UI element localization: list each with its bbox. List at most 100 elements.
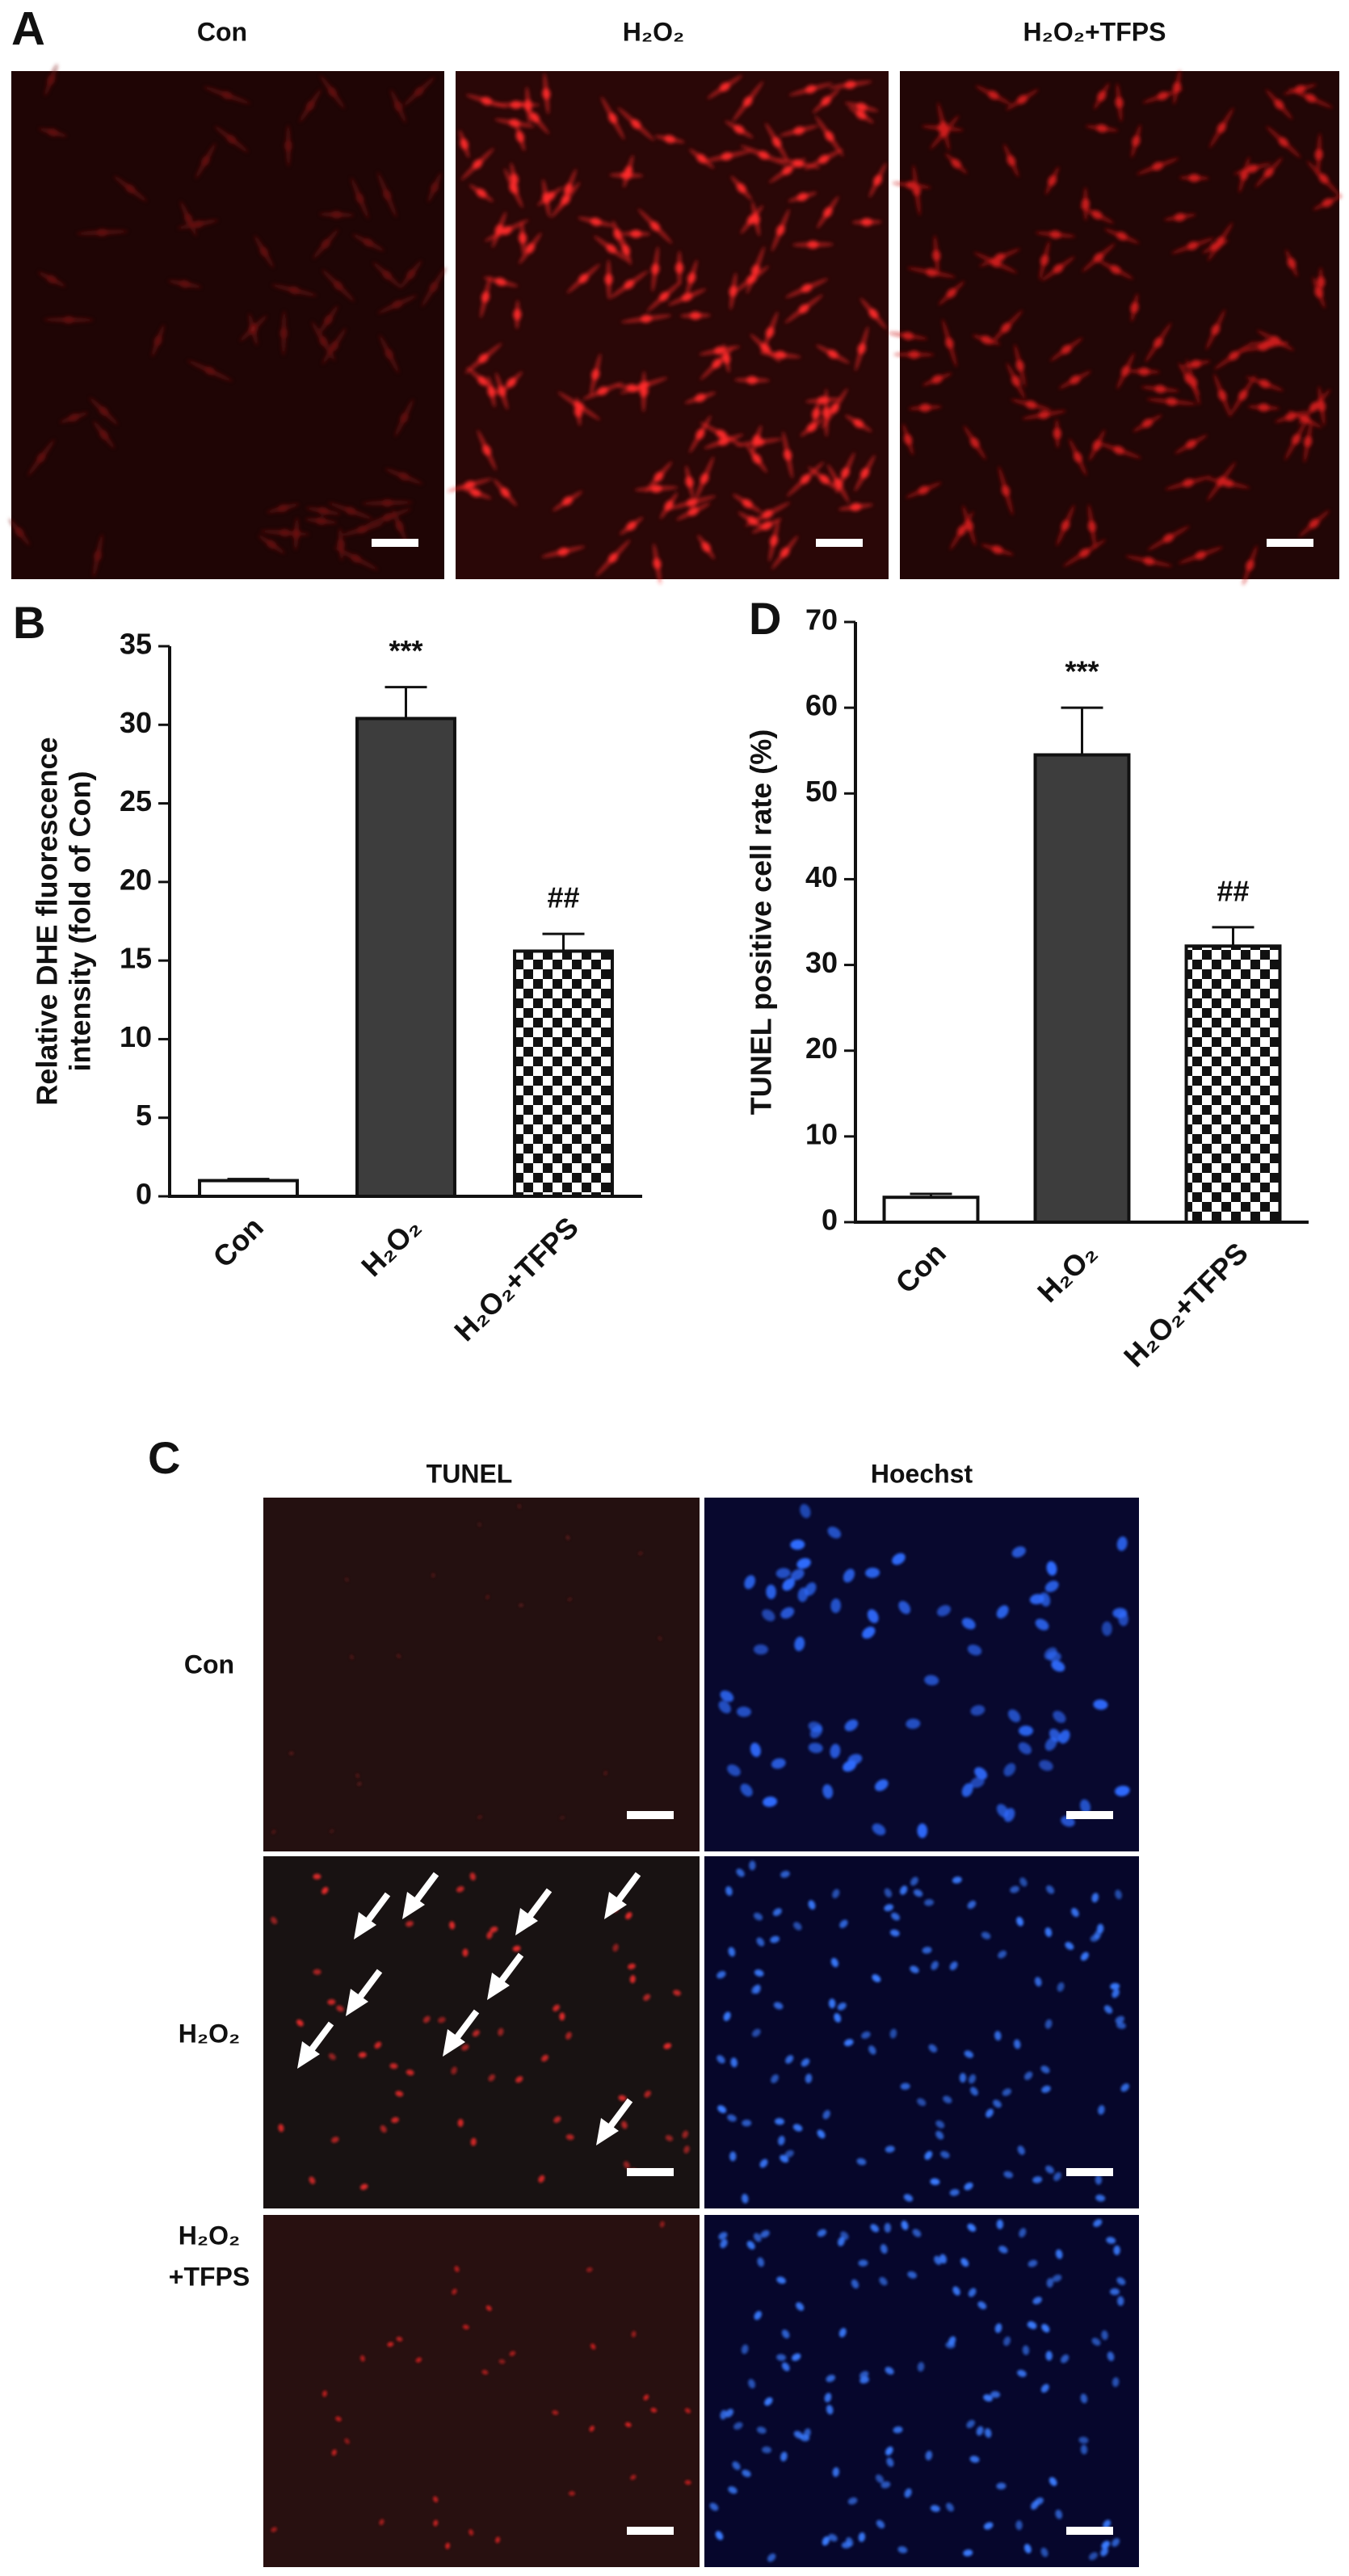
nucleus xyxy=(433,2519,439,2527)
nucleus xyxy=(752,453,762,464)
nucleus xyxy=(658,292,670,301)
nucleus xyxy=(1048,174,1057,187)
y-tick-label: 50 xyxy=(805,775,838,808)
nucleus xyxy=(808,1900,816,1910)
nucleus xyxy=(1003,1763,1016,1777)
nucleus xyxy=(15,527,24,538)
nucleus xyxy=(720,2238,728,2249)
nucleus xyxy=(1110,1982,1120,1990)
nucleus xyxy=(473,2029,480,2037)
nucleus xyxy=(519,1603,524,1607)
nucleus xyxy=(621,244,631,256)
arrow-head xyxy=(346,1989,368,2016)
nucleus xyxy=(775,225,785,236)
nucleus xyxy=(885,2145,895,2153)
scale-bar xyxy=(372,539,418,547)
nucleus xyxy=(822,1784,834,1799)
nucleus xyxy=(805,85,817,94)
nucleus xyxy=(568,2491,575,2496)
nucleus xyxy=(800,474,811,485)
nucleus xyxy=(345,1577,349,1582)
nucleus xyxy=(449,1921,456,1930)
nucleus xyxy=(1035,1618,1049,1631)
nucleus xyxy=(512,1945,521,1952)
nucleus xyxy=(961,1783,973,1797)
nucleus xyxy=(1095,2194,1106,2202)
nucleus xyxy=(968,2288,977,2297)
nucleus xyxy=(1041,2085,1051,2093)
panel-label: C xyxy=(148,1432,180,1483)
nucleus xyxy=(917,1823,928,1838)
nucleus xyxy=(781,2362,790,2372)
nucleus xyxy=(379,2519,385,2526)
nucleus xyxy=(1001,322,1011,333)
nucleus xyxy=(1314,287,1324,298)
nucleus xyxy=(1025,400,1037,410)
nucleus xyxy=(684,2480,691,2485)
nucleus xyxy=(469,2529,474,2536)
nucleus xyxy=(589,2425,595,2432)
nucleus xyxy=(931,375,943,384)
nucleus xyxy=(1080,1952,1089,1961)
nucleus xyxy=(761,521,772,531)
nucleus xyxy=(969,2456,980,2463)
nucleus xyxy=(926,268,938,277)
nucleus xyxy=(1046,2278,1054,2288)
arrow-head xyxy=(515,1908,538,1935)
nucleus xyxy=(828,2533,838,2542)
nucleus xyxy=(780,1870,790,1878)
x-tick-label: H₂O₂ xyxy=(355,1210,427,1283)
nucleus xyxy=(433,2496,439,2502)
nucleus xyxy=(1080,2393,1088,2404)
nucleus xyxy=(1081,198,1090,210)
cells xyxy=(888,69,1343,586)
nucleus xyxy=(733,124,745,134)
nucleus xyxy=(1088,2552,1098,2561)
x-tick-label: Con xyxy=(206,1210,269,1273)
nucleus xyxy=(891,1912,900,1921)
nucleus xyxy=(643,1994,651,2001)
nucleus xyxy=(506,377,517,388)
nucleus xyxy=(781,2329,790,2339)
nucleus xyxy=(557,547,569,557)
nucleus xyxy=(832,2467,840,2477)
nucleus xyxy=(750,1742,761,1758)
nucleus xyxy=(560,1815,565,1820)
nucleus xyxy=(226,134,237,145)
nucleus xyxy=(862,1626,876,1639)
nucleus xyxy=(519,232,527,244)
nucleus xyxy=(843,2039,854,2047)
x-tick-label: H₂O₂ xyxy=(1031,1236,1103,1309)
nucleus xyxy=(976,2426,984,2436)
nucleus xyxy=(1091,210,1103,220)
nucleus xyxy=(865,1567,880,1578)
nucleus xyxy=(733,2422,743,2430)
nucleus xyxy=(683,2145,690,2154)
nucleus xyxy=(790,1539,805,1550)
y-tick-label: 35 xyxy=(120,628,152,661)
y-tick-label: 20 xyxy=(805,1032,838,1065)
nucleus xyxy=(981,335,992,344)
nucleus xyxy=(773,2002,784,2010)
nucleus xyxy=(879,2276,888,2286)
nucleus xyxy=(1073,452,1082,463)
annotation: *** xyxy=(1065,655,1099,688)
arrow-head xyxy=(297,2041,320,2069)
nucleus xyxy=(807,240,819,249)
nucleus xyxy=(838,2327,847,2338)
nucleus xyxy=(1112,1607,1128,1619)
y-axis-label: Relative DHE fluorescence xyxy=(31,737,64,1105)
bar xyxy=(513,949,614,1199)
nucleus xyxy=(457,2119,464,2128)
nucleus xyxy=(930,2178,940,2186)
nucleus xyxy=(952,1876,962,1884)
nucleus xyxy=(1246,164,1259,174)
nucleus xyxy=(1006,155,1016,166)
nucleus xyxy=(1107,2351,1115,2362)
nucleus xyxy=(716,429,727,439)
nucleus xyxy=(1116,2022,1126,2029)
nucleus xyxy=(1017,2369,1027,2377)
nucleus xyxy=(1100,2547,1108,2557)
